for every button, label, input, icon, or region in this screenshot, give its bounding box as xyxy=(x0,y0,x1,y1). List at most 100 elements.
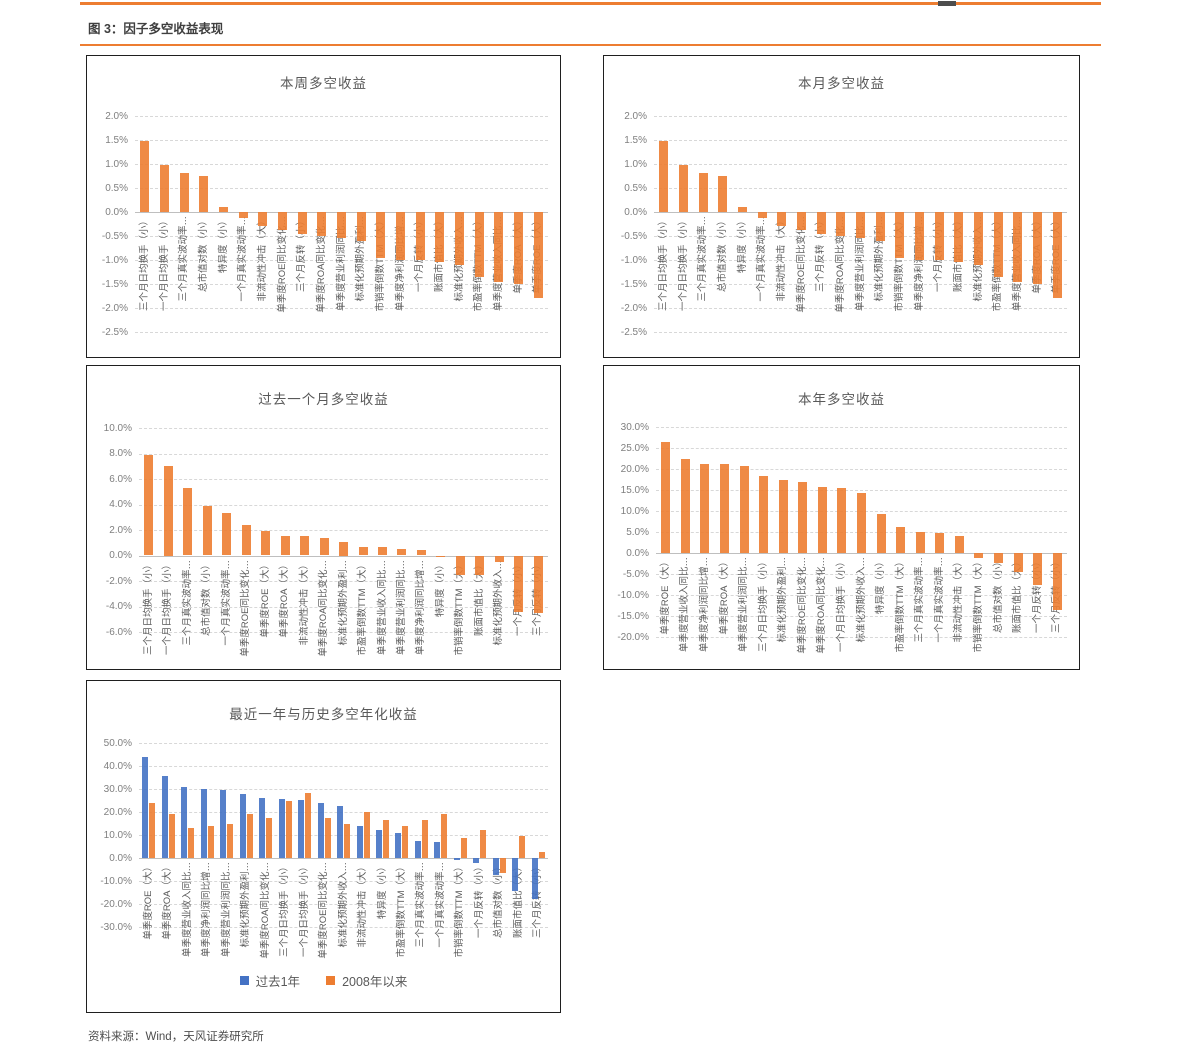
chart-monthly-long-short: 本月多空收益 2.0% 1.5% 1.0% 0.5% 0.0% -0.5% -1.0% -1.5… xyxy=(603,55,1080,358)
x-category-label-text: 总市值对数（小） xyxy=(716,216,728,293)
gridline xyxy=(139,453,548,455)
x-category-label: 单季度ROE（大） xyxy=(260,560,271,638)
y-axis-tick-label: 10.0% xyxy=(103,422,132,434)
x-category-label-text: 单季度营业收入同比… xyxy=(376,559,388,655)
bar xyxy=(1013,212,1023,282)
x-category-label: 单季度营业收入同比… xyxy=(377,560,388,655)
x-category-label: 三个月日均换手（小） xyxy=(758,557,769,652)
bar xyxy=(161,776,168,858)
bar xyxy=(317,802,324,858)
x-category-label-text: 市销率倒数TTM（大） xyxy=(454,862,466,958)
bar xyxy=(395,833,402,858)
gridline xyxy=(139,904,548,905)
y-axis-tick-label: -2.0% xyxy=(620,302,647,314)
y-axis-tick-label: -30.0% xyxy=(100,921,132,933)
y-axis-tick-label: 0.5% xyxy=(624,182,647,194)
x-category-label: 一个月日均换手（小） xyxy=(836,557,847,652)
x-category-label-text: 标准化预期外收入… xyxy=(337,862,349,948)
x-category-label-text: 三个月日均换手（小） xyxy=(138,216,150,312)
gridline xyxy=(135,332,548,333)
y-axis-tick-label: -20.0% xyxy=(617,631,649,643)
bar xyxy=(1033,212,1042,284)
bar xyxy=(876,514,886,553)
x-category-label: 一个月日均换手（小） xyxy=(299,862,310,957)
x-category-label-text: 一个月日均换手（小） xyxy=(835,557,847,653)
bar xyxy=(777,212,787,227)
bar xyxy=(144,454,154,556)
x-category-label-text: 非流动性冲击（大） xyxy=(256,216,268,302)
x-category-label-text: 单季度净利润同比增… xyxy=(201,862,213,958)
bar xyxy=(356,825,363,858)
bar xyxy=(659,141,669,212)
gridline xyxy=(135,164,548,165)
x-category-label: 非流动性冲击（大） xyxy=(299,560,310,646)
bar xyxy=(324,818,331,858)
chart-title: 本年多空收益 xyxy=(798,392,885,407)
y-axis-tick-label: 5.0% xyxy=(626,526,649,538)
bar xyxy=(759,476,769,553)
gridline xyxy=(656,469,1067,470)
bar xyxy=(455,555,465,575)
y-axis-tick-label: 0.5% xyxy=(105,182,128,194)
bar xyxy=(181,786,188,858)
x-category-label: 三个月真实波动率… xyxy=(182,560,193,646)
x-category-label: 标准化预期外盈利… xyxy=(338,560,349,646)
bar xyxy=(280,535,290,556)
bar xyxy=(531,858,538,900)
bar xyxy=(344,824,350,858)
x-category-label-text: 单季度ROE（大） xyxy=(259,559,271,638)
bar xyxy=(837,488,847,553)
x-category-label-text: 单季度ROE同比变化… xyxy=(240,559,252,657)
y-axis-tick-label: -1.5% xyxy=(101,278,128,290)
y-axis-tick-label: -1.0% xyxy=(101,254,128,266)
bar xyxy=(363,811,370,858)
x-category-label-text: 市盈率倒数TTM（大） xyxy=(894,557,906,653)
y-axis-tick-label: 30.0% xyxy=(103,783,132,795)
x-category-label: 单季度ROA同比变化… xyxy=(260,862,271,959)
bar xyxy=(414,840,421,859)
x-category-label: 单季度ROE（大） xyxy=(660,557,671,635)
chart-title: 过去一个月多空收益 xyxy=(258,392,389,407)
y-axis-tick-label: 40.0% xyxy=(103,760,132,772)
x-category-label-text: 非流动性冲击（大） xyxy=(953,557,965,643)
x-category-label-text: 单季度ROA（大） xyxy=(279,559,291,638)
x-category-label-text: 单季度ROA同比变化… xyxy=(816,557,828,654)
x-category-label: 标准化预期外盈利… xyxy=(777,557,788,643)
x-category-label: 单季度营业利润同比… xyxy=(396,560,407,655)
x-category-label: 单季度净利润同比增… xyxy=(699,557,710,652)
gridline xyxy=(654,260,1067,261)
x-category-label-text: 一个月真实波动率… xyxy=(237,216,249,302)
x-category-label: 单季度净利润同比增… xyxy=(415,560,426,655)
bar xyxy=(200,789,207,858)
x-category-label-text: 单季度ROA（大） xyxy=(718,557,730,635)
x-category-label: 一个月日均换手（小） xyxy=(678,216,689,311)
chart-annualized-long-short: 最近一年与历史多空年化收益 50.0% 40.0% 30.0% 20.0% 10.0% 0.… xyxy=(86,680,561,1013)
gridline xyxy=(656,427,1067,428)
x-category-label: 特异度（小） xyxy=(435,560,446,617)
chart-ytd-long-short: 本年多空收益 30.0% 25.0% 20.0% 15.0% 10.0% 5.0% 0.0% -… xyxy=(603,365,1080,670)
chart-legend: 过去1年 2008年以来 xyxy=(87,971,560,990)
x-category-label: 单季度净利润同比增… xyxy=(201,862,212,957)
bar xyxy=(836,212,846,236)
x-category-label-text: 单季度净利润同比增… xyxy=(698,557,710,653)
x-category-label-text: 单季度ROA同比变化… xyxy=(318,559,329,657)
x-category-label-text: 一个月真实波动率… xyxy=(756,216,768,302)
bar xyxy=(358,547,368,556)
bar xyxy=(142,756,149,858)
bar xyxy=(179,172,189,212)
chart-weekly-long-short: 本周多空收益 2.0% 1.5% 1.0% 0.5% 0.0% -0.5% -1.0% -1.5… xyxy=(86,55,561,358)
bar xyxy=(163,466,173,556)
gridline xyxy=(654,308,1067,309)
x-category-label: 单季度ROE同比变化… xyxy=(240,560,251,657)
x-category-label: 一个月日均换手（小） xyxy=(162,560,173,655)
bar xyxy=(679,165,688,212)
x-category-label: 单季度ROE同比变化… xyxy=(797,557,808,654)
bar xyxy=(739,466,749,553)
bar xyxy=(239,793,246,858)
x-category-label: 市盈率倒数TTM（大） xyxy=(895,557,906,653)
x-category-label-text: 单季度ROE同比变化… xyxy=(276,216,288,313)
x-category-label: 一个月反转（小） xyxy=(474,862,485,938)
bar xyxy=(533,212,543,299)
x-category-label-text: 三个月日均换手（小） xyxy=(142,559,154,655)
bar xyxy=(896,526,906,553)
